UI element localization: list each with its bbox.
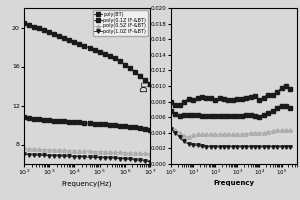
Legend: poly(BT), poly(0.1Z IF-&BT), poly(0.5Z IF-&BT), poly(1.0Z IF-&BT): poly(BT), poly(0.1Z IF-&BT), poly(0.5Z I…: [93, 10, 148, 36]
poly(1.0Z IF-&BT): [146, 160, 149, 163]
poly(0.5Z IF-&BT): [50, 149, 53, 151]
poly(1.0Z IF-&BT): [60, 155, 64, 157]
poly(0.1Z IF-&BT): [22, 116, 26, 118]
poly(BT): [105, 54, 109, 56]
poly(0.1Z IF-&BT): [113, 124, 116, 126]
poly(0.5Z IF-&BT): [113, 151, 116, 154]
poly(BT): [22, 21, 26, 24]
poly(BT): [60, 36, 64, 38]
poly(BT): [148, 83, 152, 85]
Line: poly(BT): poly(BT): [22, 21, 152, 86]
poly(0.5Z IF-&BT): [22, 147, 26, 150]
poly(0.1Z IF-&BT): [50, 119, 53, 122]
poly(0.1Z IF-&BT): [146, 128, 149, 130]
poly(1.0Z IF-&BT): [22, 153, 26, 155]
poly(0.5Z IF-&BT): [148, 152, 152, 155]
poly(1.0Z IF-&BT): [62, 155, 66, 157]
poly(0.5Z IF-&BT): [105, 151, 109, 153]
poly(0.1Z IF-&BT): [60, 120, 64, 122]
poly(0.5Z IF-&BT): [62, 149, 66, 152]
poly(0.1Z IF-&BT): [105, 123, 109, 126]
Line: poly(0.5Z IF-&BT): poly(0.5Z IF-&BT): [22, 147, 152, 155]
poly(1.0Z IF-&BT): [105, 157, 109, 159]
poly(1.0Z IF-&BT): [50, 155, 53, 157]
Y-axis label: Dᵰ: Dᵰ: [139, 80, 148, 92]
poly(BT): [113, 57, 116, 59]
poly(0.1Z IF-&BT): [62, 120, 66, 122]
X-axis label: Frequency: Frequency: [213, 180, 255, 186]
poly(0.5Z IF-&BT): [60, 149, 64, 151]
poly(1.0Z IF-&BT): [113, 157, 116, 159]
X-axis label: Frequency(Hz): Frequency(Hz): [62, 180, 112, 187]
Line: poly(1.0Z IF-&BT): poly(1.0Z IF-&BT): [22, 153, 152, 163]
poly(BT): [62, 37, 66, 39]
poly(0.5Z IF-&BT): [146, 152, 149, 155]
poly(BT): [146, 81, 149, 83]
Line: poly(0.1Z IF-&BT): poly(0.1Z IF-&BT): [22, 115, 152, 131]
poly(0.1Z IF-&BT): [148, 128, 152, 131]
poly(BT): [50, 32, 53, 35]
poly(1.0Z IF-&BT): [148, 160, 152, 163]
